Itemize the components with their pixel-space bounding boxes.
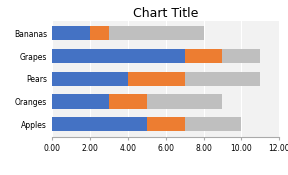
Bar	[185, 49, 223, 63]
Bar	[147, 117, 185, 131]
Bar	[185, 117, 241, 131]
Bar	[52, 72, 128, 86]
Bar	[52, 117, 147, 131]
Bar	[147, 94, 223, 108]
Bar	[128, 72, 185, 86]
Bar	[109, 26, 204, 40]
Legend: John, Jane, Joe: John, Jane, Joe	[122, 173, 210, 175]
Bar	[52, 26, 90, 40]
Bar	[90, 26, 109, 40]
Title: Chart Title: Chart Title	[133, 7, 198, 20]
Bar	[52, 94, 109, 108]
Bar	[109, 94, 147, 108]
Bar	[223, 49, 260, 63]
Bar	[185, 72, 260, 86]
Bar	[52, 49, 185, 63]
